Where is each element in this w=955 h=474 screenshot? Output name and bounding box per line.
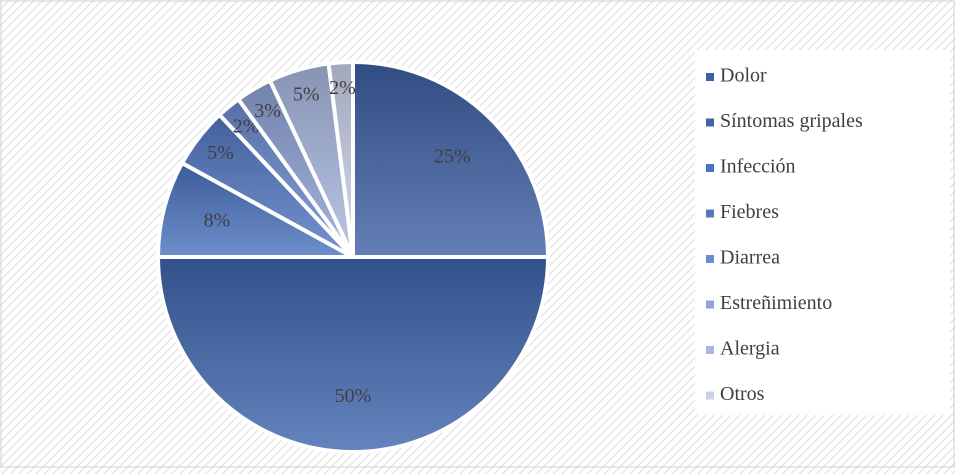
pie-slice [351, 59, 551, 259]
legend-marker [706, 73, 714, 81]
legend-box [695, 50, 950, 415]
pie-slice [326, 59, 355, 258]
legend-label: Alergia [720, 338, 780, 360]
legend-marker [706, 164, 714, 172]
data-label: 5% [293, 84, 320, 106]
data-label: 50% [335, 385, 372, 407]
legend-label: Estreñimiento [720, 292, 832, 314]
legend-label: Diarrea [720, 247, 780, 269]
legend-marker [706, 300, 714, 309]
data-label: 2% [329, 77, 356, 99]
legend-marker [706, 391, 714, 400]
data-label: 25% [434, 145, 471, 167]
legend-marker [706, 118, 714, 127]
data-label: 8% [204, 210, 231, 232]
legend-marker [706, 255, 714, 263]
legend-label: Otros [720, 383, 765, 405]
legend-label: Fiebres [720, 201, 779, 223]
legend-marker [706, 346, 714, 354]
data-label: 5% [207, 142, 234, 164]
legend-label: Dolor [720, 65, 767, 87]
data-label: 3% [254, 100, 281, 122]
legend-marker [706, 209, 714, 218]
legend-label: Síntomas gripales [720, 110, 863, 132]
pie-slice [155, 255, 551, 454]
legend-label: Infección [720, 156, 796, 178]
